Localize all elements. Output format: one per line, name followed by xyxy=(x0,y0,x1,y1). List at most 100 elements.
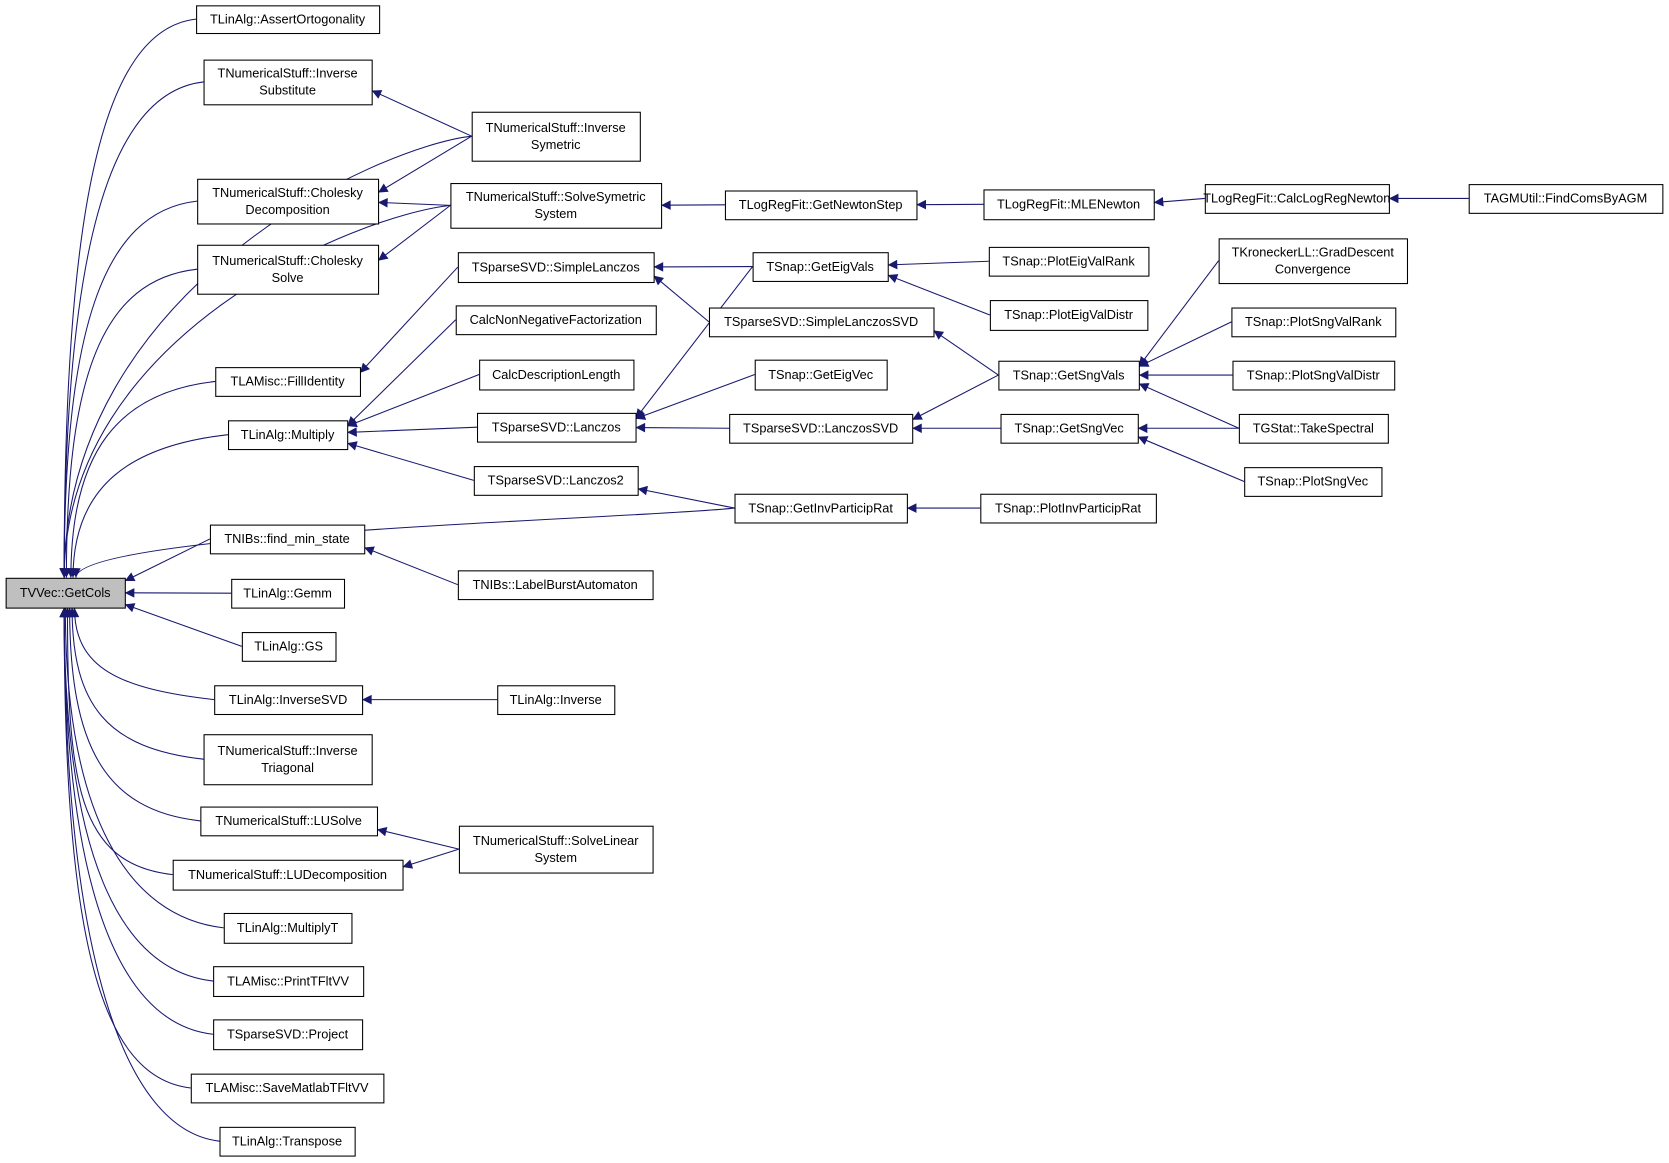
node-box xyxy=(214,685,364,716)
node-box xyxy=(231,578,346,609)
node-tnibs-find-min-state[interactable]: TNIBs::find_min_state xyxy=(209,524,366,555)
node-label: TLogRegFit::MLENewton xyxy=(997,197,1140,212)
node-label: TSnap::GetSngVals xyxy=(1013,367,1125,382)
node-tsnap-geteigvec[interactable]: TSnap::GetEigVec xyxy=(754,359,888,391)
node-label: TSnap::GetSngVec xyxy=(1015,421,1125,436)
node-box xyxy=(5,577,126,609)
edge-tgstat-takespectral-to-tsnap-getsngvals xyxy=(1138,383,1240,429)
node-box xyxy=(988,246,1150,277)
node-tsnap-plotsngvec[interactable]: TSnap::PlotSngVec xyxy=(1244,467,1383,497)
node-box xyxy=(497,685,616,716)
node-tlogregfit-mlenewton[interactable]: TLogRegFit::MLENewton xyxy=(983,189,1155,221)
node-label: TSnap::PlotEigValDistr xyxy=(1004,307,1133,322)
node-tnibs-labelburstautomaton[interactable]: TNIBs::LabelBurstAutomaton xyxy=(457,570,654,601)
node-tsnap-geteigvals[interactable]: TSnap::GetEigVals xyxy=(752,252,889,282)
edge-tnumericalstuff-solvesymetric-system-to-tnumericalstuff-cholesky-solve xyxy=(377,204,451,262)
node-calcdescriptionlength[interactable]: CalcDescriptionLength xyxy=(479,359,635,391)
node-label: TLinAlg::GS xyxy=(254,639,323,654)
edge-tnibs-labelburstautomaton-to-tnibs-find-min-state xyxy=(363,546,459,586)
node-tlinalg-multiply[interactable]: TLinAlg::Multiply xyxy=(227,420,349,451)
node-label: TSnap::PlotEigValRank xyxy=(1002,253,1135,268)
node-tsnap-getsngvals[interactable]: TSnap::GetSngVals xyxy=(998,360,1140,391)
edge-tnumericalstuff-cholesky-decomposition-to-tvvec-getcols xyxy=(59,200,198,578)
edge-tlamisc-savematlabtfltvv-to-tvvec-getcols xyxy=(59,607,191,1089)
node-label: TNumericalStuff::Inverse xyxy=(218,743,358,758)
node-box xyxy=(223,912,353,944)
node-tlinalg-gs[interactable]: TLinAlg::GS xyxy=(241,632,337,662)
node-tlamisc-printtfltvv[interactable]: TLAMisc::PrintTFltVV xyxy=(213,966,365,998)
edge-tnumericalstuff-inverse-triagonal-to-tvvec-getcols xyxy=(67,607,204,760)
edge-tlinalg-gs-to-tvvec-getcols xyxy=(124,603,243,647)
edge-tsnap-getinvparticiprat-to-tsparsesvd-lanczos2 xyxy=(637,485,735,509)
node-tsparsesvd-simplelanczos[interactable]: TSparseSVD::SimpleLanczos xyxy=(457,252,655,284)
node-tnumericalstuff-ludecomposition[interactable]: TNumericalStuff::LUDecomposition xyxy=(172,859,404,891)
edges xyxy=(59,18,1469,1142)
node-box xyxy=(1238,413,1389,444)
node-box xyxy=(200,806,379,837)
node-tsnap-ploteigvaldistr[interactable]: TSnap::PlotEigValDistr xyxy=(989,300,1149,331)
edge-tlamisc-printtfltvv-to-tvvec-getcols xyxy=(59,607,214,982)
node-tsparsesvd-simplelanczossvd[interactable]: TSparseSVD::SimpleLanczosSVD xyxy=(708,307,935,338)
node-tsnap-getinvparticiprat[interactable]: TSnap::GetInvParticipRat xyxy=(734,493,908,524)
edge-calcnonnegativefactorization-to-tlinalg-multiply xyxy=(346,319,457,427)
node-tvvec-getcols[interactable]: TVVec::GetCols xyxy=(5,577,126,609)
node-tlamisc-savematlabtfltvv[interactable]: TLAMisc::SaveMatlabTFltVV xyxy=(190,1073,385,1104)
node-label: TLogRegFit::GetNewtonStep xyxy=(739,197,903,212)
node-label: Decomposition xyxy=(245,202,329,217)
nodes: TVVec::GetCols TLinAlg::AssertOrtogonalit… xyxy=(5,5,1664,1157)
node-tlinalg-inversesvd[interactable]: TLinAlg::InverseSVD xyxy=(214,685,364,716)
edge-tnumericalstuff-inverse-substitute-to-tvvec-getcols xyxy=(59,81,204,578)
edge-tnumericalstuff-cholesky-solve-to-tvvec-getcols xyxy=(61,268,198,578)
edge-calcdescriptionlength-to-tlinalg-multiply xyxy=(346,374,480,428)
node-tsnap-plotsngvalrank[interactable]: TSnap::PlotSngValRank xyxy=(1231,307,1397,338)
node-label: TNumericalStuff::SolveSymetric xyxy=(466,189,646,204)
node-tlinalg-assertortogonality[interactable]: TLinAlg::AssertOrtogonality xyxy=(196,5,381,35)
edge-tsparsesvd-lanczossvd-to-tsparsesvd-lanczos xyxy=(635,422,730,433)
node-box xyxy=(203,59,373,106)
node-box xyxy=(752,252,889,282)
edge-tnumericalstuff-solvelinear-system-to-tnumericalstuff-ludecomposition xyxy=(402,848,460,869)
node-box xyxy=(983,189,1155,221)
node-tagmutil-findcomsbyagm[interactable]: TAGMUtil::FindComsByAGM xyxy=(1468,184,1664,214)
node-tsnap-plotinvparticiprat[interactable]: TSnap::PlotInvParticipRat xyxy=(980,493,1157,524)
node-tsnap-getsngvec[interactable]: TSnap::GetSngVec xyxy=(1000,413,1139,444)
edge-tsnap-geteigvals-to-tsparsesvd-lanczos xyxy=(635,266,753,420)
node-tnumericalstuff-lusolve[interactable]: TNumericalStuff::LUSolve xyxy=(200,806,379,837)
node-box xyxy=(980,493,1157,524)
node-box xyxy=(203,734,373,786)
node-tlinalg-gemm[interactable]: TLinAlg::Gemm xyxy=(231,578,346,609)
node-tsparsesvd-lanczos[interactable]: TSparseSVD::Lanczos xyxy=(476,412,637,443)
node-calcnonnegativefactorization[interactable]: CalcNonNegativeFactorization xyxy=(455,305,657,336)
node-tlogregfit-getnewtonstep[interactable]: TLogRegFit::GetNewtonStep xyxy=(724,190,918,221)
node-box xyxy=(450,183,663,229)
node-tsnap-plotsngvaldistr[interactable]: TSnap::PlotSngValDistr xyxy=(1232,360,1396,391)
node-tsparsesvd-lanczos2[interactable]: TSparseSVD::Lanczos2 xyxy=(473,466,639,496)
edge-tnumericalstuff-lusolve-to-tvvec-getcols xyxy=(64,607,201,822)
node-tlinalg-multiplyt[interactable]: TLinAlg::MultiplyT xyxy=(223,912,353,944)
node-tlinalg-inverse[interactable]: TLinAlg::Inverse xyxy=(497,685,616,716)
node-tlinalg-transpose[interactable]: TLinAlg::Transpose xyxy=(219,1126,356,1157)
node-label: TSparseSVD::SimpleLanczosSVD xyxy=(724,314,918,329)
edge-tlinalg-inversesvd-to-tvvec-getcols xyxy=(69,607,215,701)
node-box xyxy=(458,825,654,874)
node-tsparsesvd-lanczossvd[interactable]: TSparseSVD::LanczosSVD xyxy=(729,413,914,444)
node-label: Triagonal xyxy=(261,760,314,775)
node-label: TLinAlg::InverseSVD xyxy=(229,692,347,707)
edge-tnumericalstuff-inverse-symetric-to-tnumericalstuff-cholesky-decomposition xyxy=(377,135,472,194)
node-tsparsesvd-project[interactable]: TSparseSVD::Project xyxy=(213,1019,364,1051)
node-tlamisc-fillidentity[interactable]: TLAMisc::FillIdentity xyxy=(215,367,362,397)
node-label: TNumericalStuff::Inverse xyxy=(486,120,626,135)
node-tlogregfit-calclogregnewton[interactable]: TLogRegFit::CalcLogRegNewton xyxy=(1203,184,1390,214)
node-box xyxy=(457,570,654,601)
node-tgstat-takespectral[interactable]: TGStat::TakeSpectral xyxy=(1238,413,1389,444)
node-tsnap-ploteigvalrank[interactable]: TSnap::PlotEigValRank xyxy=(988,246,1150,277)
node-box xyxy=(197,178,380,225)
